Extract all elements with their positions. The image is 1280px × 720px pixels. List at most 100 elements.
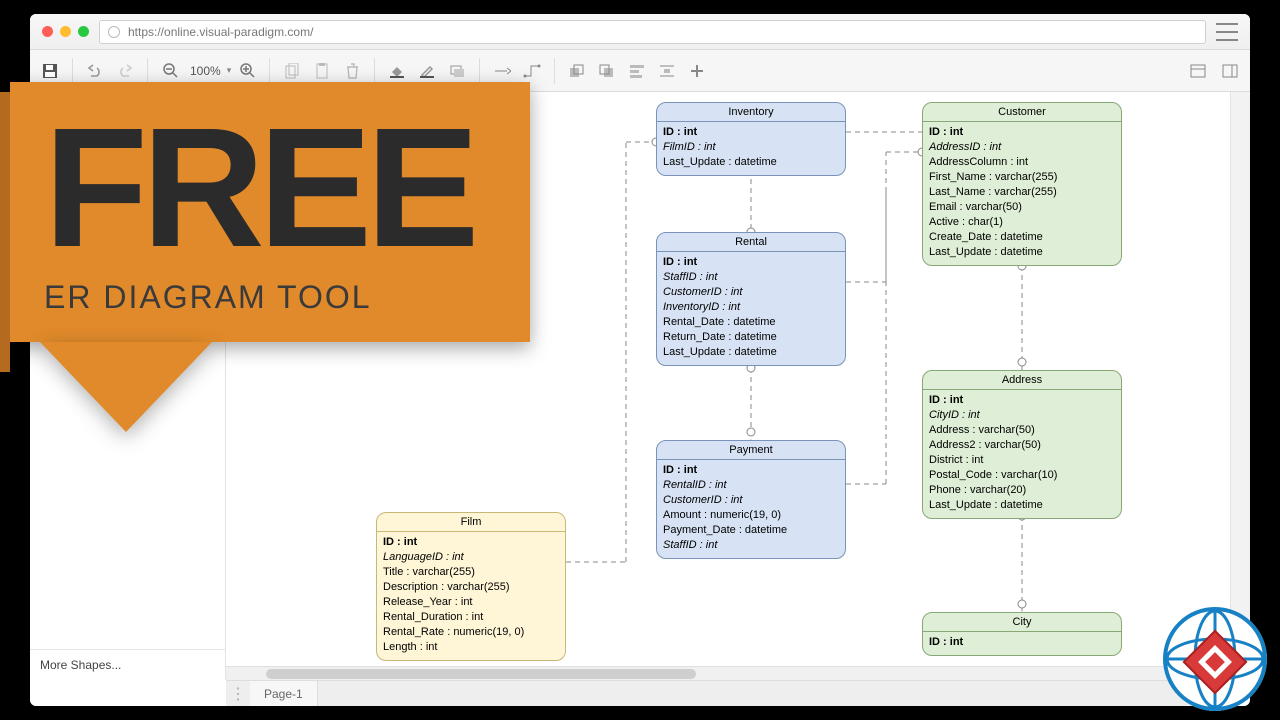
entity-row: Return_Date : datetime <box>663 330 839 345</box>
entity-row: ID : int <box>383 535 559 550</box>
copy-button[interactable] <box>278 57 306 85</box>
entity-row: Postal_Code : varchar(10) <box>929 468 1115 483</box>
entity-city[interactable]: City ID : int <box>922 612 1122 656</box>
entity-rental[interactable]: Rental ID : intStaffID : intCustomerID : … <box>656 232 846 366</box>
menu-icon[interactable] <box>1216 23 1238 41</box>
entity-row: ID : int <box>663 125 839 140</box>
entity-row: Title : varchar(255) <box>383 565 559 580</box>
to-front-button[interactable] <box>563 57 591 85</box>
connector-straight-button[interactable] <box>488 57 516 85</box>
redo-button[interactable] <box>111 57 139 85</box>
paste-button[interactable] <box>308 57 336 85</box>
save-button[interactable] <box>36 57 64 85</box>
zoom-level[interactable]: 100% <box>186 64 225 78</box>
more-shapes-button[interactable]: More Shapes... <box>30 649 225 680</box>
shape-entity-yellow[interactable] <box>40 162 70 180</box>
right-rail <box>1230 92 1250 680</box>
shadow-button[interactable] <box>443 57 471 85</box>
entity-row: Length : int <box>383 640 559 655</box>
zoom-in-button[interactable] <box>233 57 261 85</box>
app-window: https://online.visual-paradigm.com/ 100%… <box>30 14 1250 706</box>
entity-row: ID : int <box>929 125 1115 140</box>
entity-row: Last_Name : varchar(255) <box>929 185 1115 200</box>
min-dot[interactable] <box>60 26 71 37</box>
shape-entity-green[interactable] <box>40 186 70 204</box>
entity-row: AddressColumn : int <box>929 155 1115 170</box>
entity-row: ID : int <box>929 393 1115 408</box>
entity-row: StaffID : int <box>663 270 839 285</box>
entity-row: InventoryID : int <box>663 300 839 315</box>
url-bar[interactable]: https://online.visual-paradigm.com/ <box>99 20 1206 44</box>
toolbar: 100%▾ <box>30 50 1250 92</box>
entity-title: Inventory <box>657 103 845 122</box>
entity-title: Address <box>923 371 1121 390</box>
shape-list <box>30 156 225 210</box>
entity-inventory[interactable]: Inventory ID : intFilmID : intLast_Update… <box>656 102 846 176</box>
close-dot[interactable] <box>42 26 53 37</box>
entity-row: RentalID : int <box>663 478 839 493</box>
delete-button[interactable] <box>338 57 366 85</box>
entity-row: ID : int <box>663 463 839 478</box>
entity-row: Create_Date : datetime <box>929 230 1115 245</box>
entity-title: City <box>923 613 1121 632</box>
title-bar: https://online.visual-paradigm.com/ <box>30 14 1250 50</box>
entity-row: Description : varchar(255) <box>383 580 559 595</box>
entity-row: ID : int <box>663 255 839 270</box>
zoom-out-button[interactable] <box>156 57 184 85</box>
entity-row: ID : int <box>929 635 1115 650</box>
url-text: https://online.visual-paradigm.com/ <box>128 25 313 39</box>
entity-title: Payment <box>657 441 845 460</box>
entity-customer[interactable]: CustomerID : intAddressID : intAddressCo… <box>922 102 1122 266</box>
entity-row: LanguageID : int <box>383 550 559 565</box>
sidebar-panel-header[interactable]: En <box>30 130 225 156</box>
horizontal-scrollbar[interactable] <box>226 666 1230 680</box>
panel-toggle-1[interactable] <box>1184 57 1212 85</box>
entity-row: CustomerID : int <box>663 285 839 300</box>
entity-row: FilmID : int <box>663 140 839 155</box>
entity-row: Last_Update : datetime <box>929 498 1115 513</box>
entity-row: Phone : varchar(20) <box>929 483 1115 498</box>
entity-row: Address2 : varchar(50) <box>929 438 1115 453</box>
status-bar: ⋮ Page-1 <box>226 680 1230 706</box>
entity-title: Customer <box>923 103 1121 122</box>
entity-row: Last_Update : datetime <box>663 345 839 360</box>
entity-row: District : int <box>929 453 1115 468</box>
fill-color-button[interactable] <box>383 57 411 85</box>
window-controls <box>42 26 89 37</box>
entity-row: Last_Update : datetime <box>663 155 839 170</box>
body: En More Shapes... FilmID : intLanguageID… <box>30 92 1250 680</box>
to-back-button[interactable] <box>593 57 621 85</box>
align-button[interactable] <box>623 57 651 85</box>
entity-film[interactable]: Film ID : intLanguageID : intTitle : varc… <box>376 512 566 661</box>
entity-address[interactable]: Address ID : intCityID : intAddress : var… <box>922 370 1122 519</box>
entity-row: Active : char(1) <box>929 215 1115 230</box>
undo-button[interactable] <box>81 57 109 85</box>
entity-row: Payment_Date : datetime <box>663 523 839 538</box>
page-tab[interactable]: Page-1 <box>250 681 318 706</box>
entity-row: CityID : int <box>929 408 1115 423</box>
entity-row: CustomerID : int <box>663 493 839 508</box>
entity-row: Rental_Date : datetime <box>663 315 839 330</box>
line-color-button[interactable] <box>413 57 441 85</box>
entity-row: StaffID : int <box>663 538 839 553</box>
tab-grip-icon[interactable]: ⋮ <box>226 684 250 704</box>
search-input[interactable] <box>36 98 219 124</box>
distribute-button[interactable] <box>653 57 681 85</box>
canvas[interactable]: FilmID : intLanguageID : intTitle : varc… <box>226 92 1230 680</box>
entity-title: Film <box>377 513 565 532</box>
entity-row: First_Name : varchar(255) <box>929 170 1115 185</box>
entity-row: Email : varchar(50) <box>929 200 1115 215</box>
sidebar: En More Shapes... <box>30 92 226 680</box>
entity-payment[interactable]: Payment ID : intRentalID : intCustomerID … <box>656 440 846 559</box>
max-dot[interactable] <box>78 26 89 37</box>
entity-row: Rental_Rate : numeric(19, 0) <box>383 625 559 640</box>
panel-toggle-2[interactable] <box>1216 57 1244 85</box>
site-info-icon <box>108 26 120 38</box>
entity-row: Amount : numeric(19, 0) <box>663 508 839 523</box>
entity-row: Address : varchar(50) <box>929 423 1115 438</box>
entity-row: Rental_Duration : int <box>383 610 559 625</box>
entity-title: Rental <box>657 233 845 252</box>
entity-row: Last_Update : datetime <box>929 245 1115 260</box>
add-button[interactable] <box>683 57 711 85</box>
connector-elbow-button[interactable] <box>518 57 546 85</box>
